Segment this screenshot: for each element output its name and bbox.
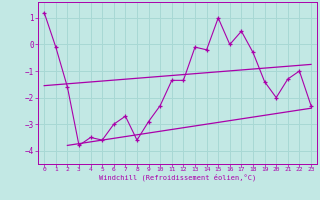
X-axis label: Windchill (Refroidissement éolien,°C): Windchill (Refroidissement éolien,°C) [99,174,256,181]
